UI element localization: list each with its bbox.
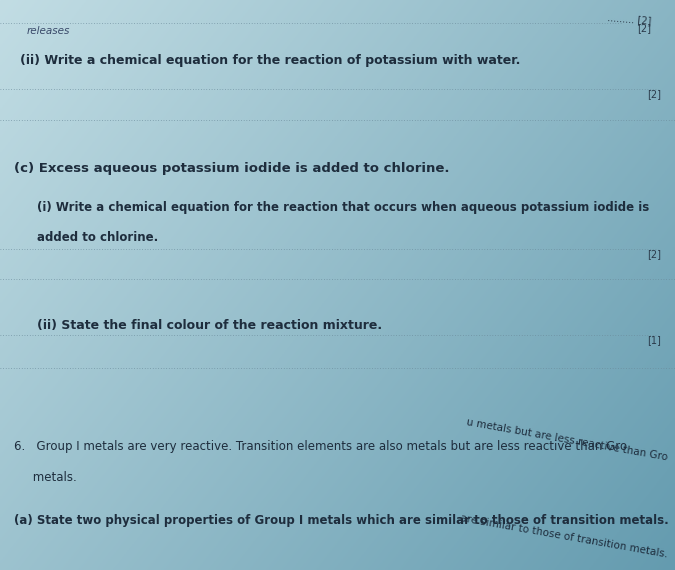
Text: (i) Write a chemical equation for the reaction that occurs when aqueous potassiu: (i) Write a chemical equation for the re…: [37, 201, 649, 214]
Text: [2]: [2]: [647, 249, 662, 259]
Text: [1]: [1]: [647, 335, 662, 345]
Text: 6.   Group I metals are very reactive. Transition elements are also metals but a: 6. Group I metals are very reactive. Tra…: [14, 440, 626, 453]
Text: metals.: metals.: [14, 471, 76, 484]
Text: (ii) State the final colour of the reaction mixture.: (ii) State the final colour of the react…: [37, 319, 382, 332]
Text: (ii) Write a chemical equation for the reaction of potassium with water.: (ii) Write a chemical equation for the r…: [20, 54, 520, 67]
Text: releases: releases: [27, 26, 70, 36]
Text: [2]: [2]: [647, 89, 662, 100]
Text: added to chlorine.: added to chlorine.: [37, 231, 159, 245]
Text: u metals but are less reactive than Gro: u metals but are less reactive than Gro: [466, 417, 668, 462]
Text: (c) Excess aqueous potassium iodide is added to chlorine.: (c) Excess aqueous potassium iodide is a…: [14, 162, 449, 176]
Text: (a) State two physical properties of Group I metals which are similar to those o: (a) State two physical properties of Gro…: [14, 514, 668, 527]
Text: ......... [2]: ......... [2]: [607, 13, 651, 26]
Text: are similar to those of transition metals.: are similar to those of transition metal…: [459, 513, 668, 559]
Text: [2]: [2]: [637, 23, 651, 33]
